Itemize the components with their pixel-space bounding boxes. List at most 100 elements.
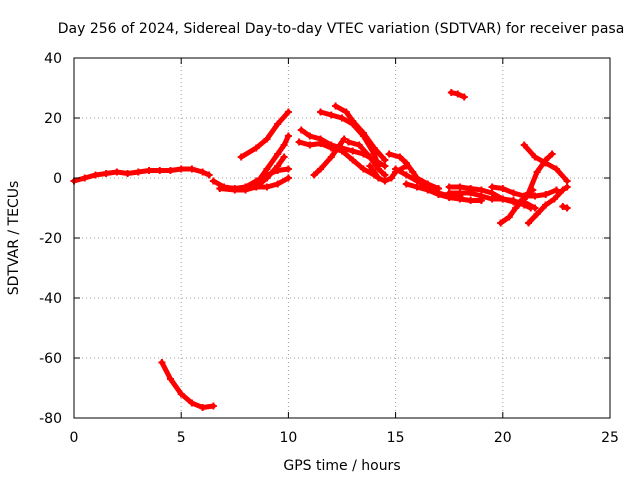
axis-ticks: 0 5 10 15 20 25 -80 -60 -40 -20 0 20 40 xyxy=(39,51,619,446)
data-point xyxy=(413,183,421,191)
data-point xyxy=(284,132,292,140)
data-point xyxy=(366,153,374,161)
data-point xyxy=(456,189,464,197)
data-point xyxy=(188,399,196,407)
data-point xyxy=(113,168,121,176)
data-point xyxy=(280,141,288,149)
y-tick-label: 0 xyxy=(53,171,62,187)
data-point xyxy=(284,174,292,182)
data-point xyxy=(317,108,325,116)
data-point xyxy=(102,170,110,177)
data-point xyxy=(447,89,455,96)
x-tick-label: 20 xyxy=(494,430,512,446)
data-point xyxy=(563,204,571,212)
data-point xyxy=(344,138,352,146)
data-point xyxy=(209,402,217,410)
data-point xyxy=(295,138,303,146)
data-point xyxy=(327,111,335,119)
data-point xyxy=(216,185,224,192)
y-tick-label: 40 xyxy=(44,51,62,67)
data-point xyxy=(134,168,142,176)
data-series-group xyxy=(70,89,571,411)
data-point xyxy=(370,144,378,152)
data-point xyxy=(263,183,271,191)
data-point xyxy=(559,186,567,194)
data-point xyxy=(158,359,166,366)
chart-title: Day 256 of 2024, Sidereal Day-to-day VTE… xyxy=(58,21,625,37)
data-point xyxy=(263,165,271,173)
data-point xyxy=(516,198,524,206)
data-point xyxy=(477,192,485,200)
data-point xyxy=(497,219,505,227)
data-point xyxy=(237,153,245,161)
data-point xyxy=(477,186,485,194)
data-point xyxy=(552,165,560,173)
data-point xyxy=(409,168,417,176)
data-point xyxy=(402,159,410,167)
data-point xyxy=(340,135,348,143)
data-point xyxy=(488,189,496,197)
data-point xyxy=(454,90,462,98)
data-point xyxy=(306,141,314,149)
data-point xyxy=(177,390,185,398)
data-point xyxy=(166,167,174,174)
data-point xyxy=(349,147,357,155)
data-point xyxy=(284,165,292,173)
data-point xyxy=(396,153,404,161)
data-point xyxy=(280,153,288,161)
data-point xyxy=(445,189,453,197)
data-point xyxy=(381,162,389,170)
data-point xyxy=(488,183,496,191)
data-point xyxy=(188,165,196,173)
data-point xyxy=(381,177,389,185)
data-point xyxy=(563,177,571,185)
data-point xyxy=(499,195,507,203)
data-point xyxy=(460,93,468,101)
data-point xyxy=(274,162,282,170)
data-point xyxy=(499,185,507,192)
data-point xyxy=(381,156,389,164)
data-point xyxy=(456,195,464,203)
data-point xyxy=(91,171,99,179)
data-point xyxy=(81,174,89,182)
data-point xyxy=(531,192,539,200)
data-point xyxy=(284,108,292,116)
data-point xyxy=(392,165,400,173)
data-point xyxy=(205,171,213,179)
data-point xyxy=(402,171,410,179)
y-tick-label: -60 xyxy=(39,351,62,367)
data-point xyxy=(525,219,533,227)
x-tick-label: 25 xyxy=(601,430,619,446)
data-point xyxy=(533,168,541,176)
data-point xyxy=(520,141,528,149)
data-point xyxy=(334,144,342,152)
y-tick-label: 20 xyxy=(44,111,62,127)
data-point xyxy=(166,375,174,383)
data-point xyxy=(252,144,260,152)
data-point xyxy=(124,170,132,177)
x-axis-label: GPS time / hours xyxy=(283,458,400,474)
data-point xyxy=(263,135,271,143)
data-point xyxy=(542,159,550,167)
data-point xyxy=(542,201,550,209)
data-point xyxy=(156,167,164,174)
data-point xyxy=(413,177,421,185)
data-point xyxy=(512,204,520,212)
data-point xyxy=(550,195,558,203)
y-tick-label: -80 xyxy=(39,411,62,427)
data-point xyxy=(355,141,363,149)
data-point xyxy=(342,108,350,116)
data-point xyxy=(317,140,325,147)
data-point xyxy=(338,147,346,155)
data-point xyxy=(359,165,367,173)
data-point xyxy=(332,102,340,110)
data-series-arc-2 xyxy=(159,360,216,410)
data-point xyxy=(317,165,325,173)
data-point xyxy=(274,120,282,128)
data-point xyxy=(310,171,318,179)
data-point xyxy=(374,165,382,173)
data-point xyxy=(510,189,518,197)
data-point xyxy=(456,183,464,191)
